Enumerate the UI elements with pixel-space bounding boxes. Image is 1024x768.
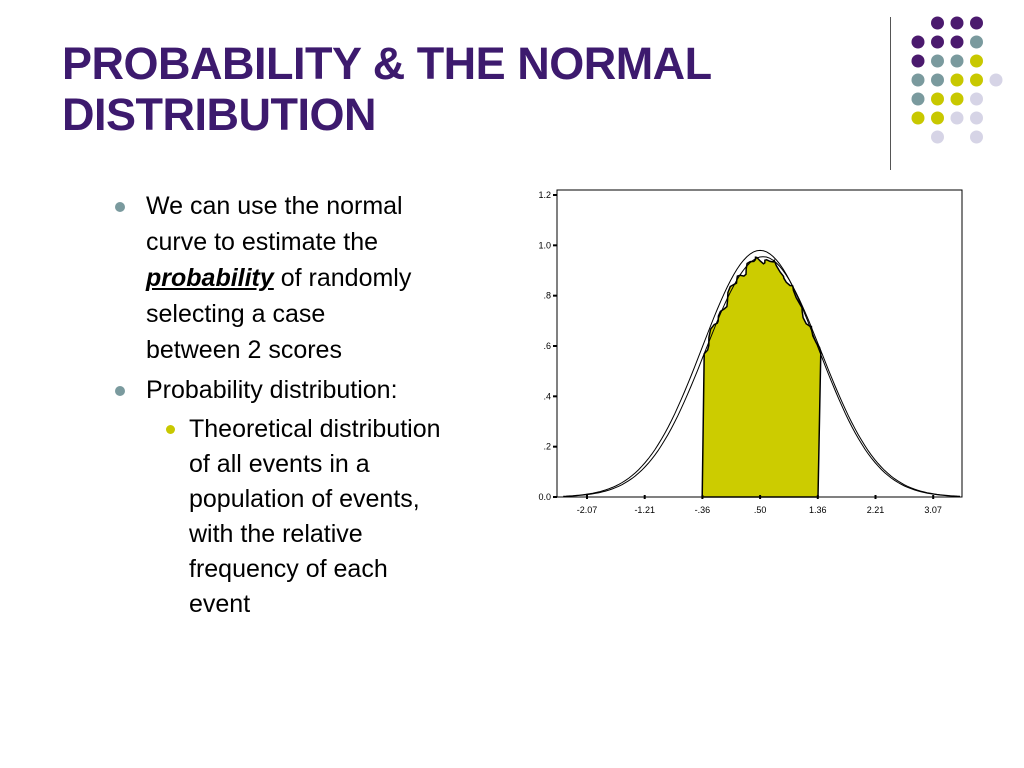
decor-dot bbox=[989, 73, 1003, 87]
slide-content: We can use the normal curve to estimate … bbox=[110, 188, 500, 622]
sub-bullet-line-1: Theoretical distribution bbox=[189, 415, 441, 443]
dot-grid-group bbox=[911, 16, 1003, 144]
decor-dot bbox=[970, 92, 983, 106]
bullet-1-line-2: curve to estimate the bbox=[146, 228, 379, 256]
bullet-1-line-1: We can use the normal bbox=[146, 192, 403, 220]
sub-bullet-line-4: with the relative bbox=[189, 520, 363, 548]
bullet-dot-icon bbox=[115, 202, 125, 212]
decor-dot bbox=[931, 35, 944, 49]
normal-curve-outer bbox=[563, 249, 958, 497]
bullet-1-line-3-rest: of randomly bbox=[273, 264, 412, 292]
y-tick-label: .2 bbox=[543, 442, 551, 452]
bullet-1-line-3: probability of randomly bbox=[146, 260, 500, 296]
decor-dot bbox=[950, 54, 964, 68]
normal-curve-inner bbox=[566, 256, 961, 497]
sub-bullet-line-2: of all events in a bbox=[189, 450, 370, 478]
sub-bullet-item: Theoretical distribution of all events i… bbox=[110, 412, 500, 622]
bullet-1-line-5: between 2 scores bbox=[146, 336, 342, 364]
y-tick-label: 1.0 bbox=[538, 240, 551, 250]
decor-dot bbox=[970, 35, 983, 49]
decor-dot bbox=[931, 16, 944, 30]
y-tick-label: 1.2 bbox=[538, 190, 551, 200]
decor-dot bbox=[911, 73, 925, 87]
decor-dot bbox=[970, 16, 983, 30]
bullet-1-line-4: selecting a case bbox=[146, 300, 326, 328]
decor-dot bbox=[911, 111, 925, 125]
decor-dot bbox=[931, 54, 944, 68]
decor-dot bbox=[970, 130, 983, 144]
title-line-1: PROBABILITY & THE NORMAL bbox=[62, 38, 712, 89]
x-tick-label: .50 bbox=[754, 505, 767, 515]
x-tick-label: 3.07 bbox=[924, 505, 942, 515]
bullet-dot-icon bbox=[115, 386, 125, 396]
decor-dot bbox=[950, 73, 964, 87]
decorative-divider bbox=[890, 17, 891, 170]
x-tick-label: 2.21 bbox=[867, 505, 885, 515]
x-axis-ticks: -2.07 -1.21 -.36 .50 1.36 2.21 3.07 bbox=[577, 495, 942, 515]
decor-dot bbox=[970, 73, 983, 87]
shaded-probability-area bbox=[701, 256, 822, 498]
bullet-item-1: We can use the normal curve to estimate … bbox=[110, 188, 500, 368]
y-tick-label: .6 bbox=[543, 341, 551, 351]
decor-dot bbox=[931, 130, 944, 144]
y-tick-label: 0.0 bbox=[538, 492, 551, 502]
decor-dot bbox=[950, 16, 964, 30]
title-line-2: DISTRIBUTION bbox=[62, 89, 377, 140]
decor-dot bbox=[911, 35, 925, 49]
decor-dot bbox=[970, 54, 983, 68]
chart-plot-frame bbox=[556, 189, 963, 498]
slide-title: PROBABILITY & THE NORMAL DISTRIBUTION bbox=[62, 38, 852, 140]
decor-dot bbox=[950, 92, 964, 106]
y-axis-ticks: 0.0 .2 .4 .6 .8 1.0 1.2 bbox=[538, 190, 557, 502]
probability-emphasis: probability bbox=[146, 264, 274, 292]
sub-bullet-dot-icon bbox=[166, 425, 175, 434]
sub-bullet-line-3: population of events, bbox=[189, 485, 420, 513]
x-tick-label: -1.21 bbox=[634, 505, 655, 515]
decor-dot bbox=[931, 111, 944, 125]
decor-dot bbox=[950, 111, 964, 125]
x-tick-label: 1.36 bbox=[809, 505, 827, 515]
bullet-2-text: Probability distribution: bbox=[146, 376, 398, 404]
sub-bullet-line-6: event bbox=[189, 590, 251, 618]
sub-bullet-line-5: frequency of each bbox=[189, 555, 388, 583]
decor-dot bbox=[911, 92, 925, 106]
bullet-item-2: Probability distribution: bbox=[110, 372, 500, 408]
x-tick-label: -.36 bbox=[695, 505, 711, 515]
y-tick-label: .4 bbox=[543, 391, 551, 401]
decor-dot bbox=[931, 92, 944, 106]
y-tick-label: .8 bbox=[543, 291, 551, 301]
x-tick-label: -2.07 bbox=[577, 505, 598, 515]
decor-dot bbox=[911, 54, 925, 68]
decor-dot bbox=[931, 73, 944, 87]
decor-dot bbox=[950, 35, 964, 49]
decor-dot bbox=[970, 111, 983, 125]
